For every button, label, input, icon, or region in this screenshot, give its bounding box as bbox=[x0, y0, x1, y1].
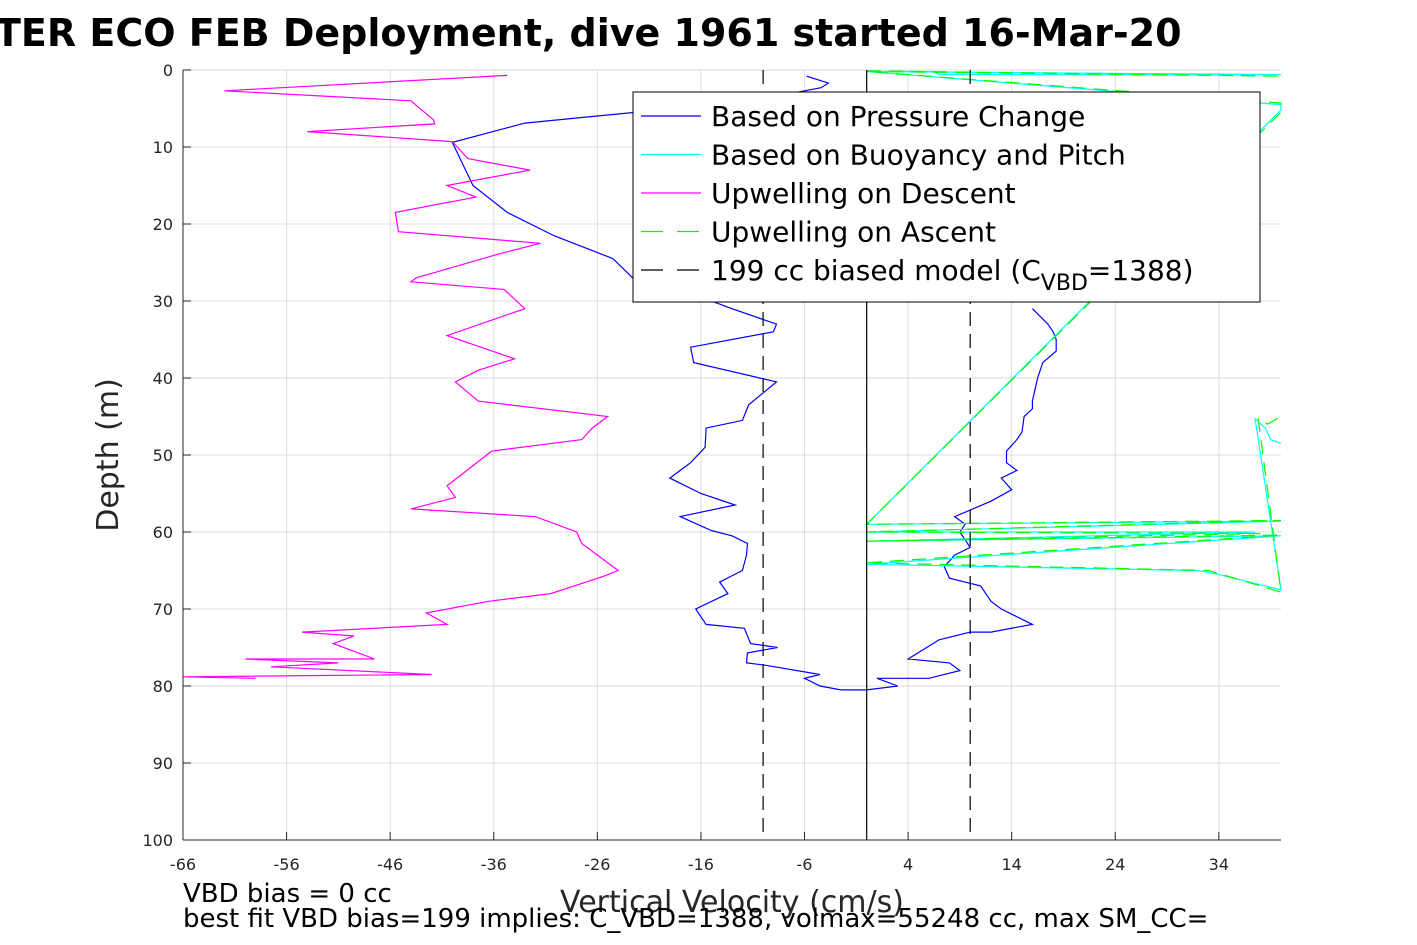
y-tick-label: 10 bbox=[153, 138, 173, 157]
y-tick-label: 0 bbox=[163, 61, 173, 80]
y-ticks: 0 10 20 30 40 50 60 70 80 90 100 bbox=[142, 61, 191, 850]
x-tick-label: -36 bbox=[481, 855, 507, 874]
legend-label: 199 cc biased model (CVBD=1388) bbox=[711, 254, 1194, 296]
legend-label: Based on Buoyancy and Pitch bbox=[711, 139, 1126, 172]
x-tick-label: -56 bbox=[274, 855, 300, 874]
y-tick-label: 30 bbox=[153, 292, 173, 311]
legend-label: Upwelling on Ascent bbox=[711, 216, 996, 249]
legend-box bbox=[632, 91, 1261, 303]
y-tick-label: 50 bbox=[153, 446, 173, 465]
x-tick-label: -66 bbox=[170, 855, 196, 874]
best-fit-note: best fit VBD bias=199 implies: C_VBD=138… bbox=[183, 904, 1208, 934]
legend-label: Based on Pressure Change bbox=[711, 100, 1085, 133]
legend: Based on Pressure Change Based on Buoyanc… bbox=[632, 91, 1261, 303]
x-axis-title: Vertical Velocity (cm/s) bbox=[560, 885, 904, 920]
x-tick-label: 4 bbox=[903, 855, 913, 874]
y-tick-label: 100 bbox=[142, 831, 173, 850]
y-tick-label: 60 bbox=[153, 523, 173, 542]
series-line-1 bbox=[865, 70, 1282, 591]
x-tick-label: 14 bbox=[1001, 855, 1021, 874]
x-tick-label: -6 bbox=[797, 855, 813, 874]
y-tick-label: 90 bbox=[153, 754, 173, 773]
x-tick-label: -26 bbox=[584, 855, 610, 874]
x-ticks: -66 -56 -46 -36 -26 -16 -6 4 14 24 34 bbox=[170, 832, 1229, 874]
y-tick-label: 40 bbox=[153, 369, 173, 388]
y-axis-title: Depth (m) bbox=[91, 378, 126, 532]
vbd-bias-note: VBD bias = 0 cc bbox=[183, 879, 392, 909]
x-tick-label: -16 bbox=[688, 855, 714, 874]
x-tick-label: -46 bbox=[377, 855, 403, 874]
legend-label: Upwelling on Descent bbox=[711, 177, 1016, 210]
x-tick-label: 34 bbox=[1209, 855, 1229, 874]
series-line-2 bbox=[182, 74, 620, 679]
x-tick-label: 24 bbox=[1105, 855, 1125, 874]
series-line-0 bbox=[451, 75, 1057, 691]
y-tick-label: 70 bbox=[153, 600, 173, 619]
y-tick-label: 80 bbox=[153, 677, 173, 696]
chart-title: TER ECO FEB Deployment, dive 1961 starte… bbox=[0, 11, 1182, 55]
y-tick-label: 20 bbox=[153, 215, 173, 234]
